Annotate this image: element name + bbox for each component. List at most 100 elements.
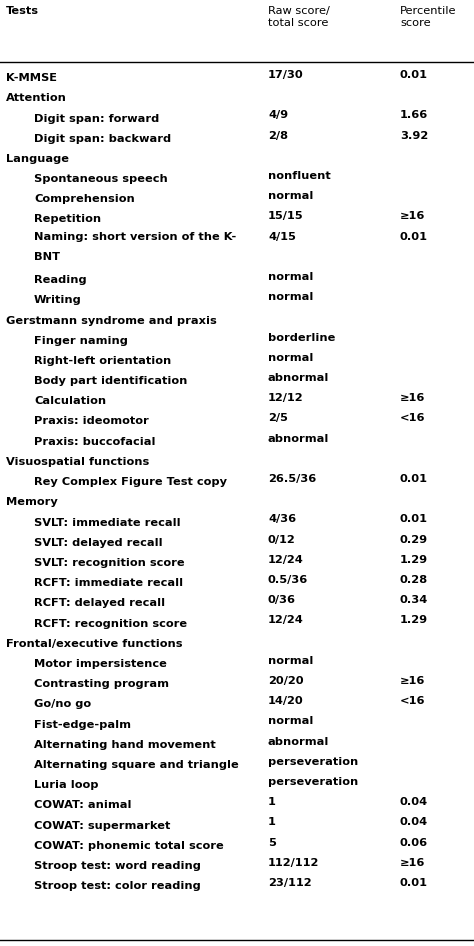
Text: 0.06: 0.06 [400, 837, 428, 848]
Text: Gerstmann syndrome and praxis: Gerstmann syndrome and praxis [6, 316, 217, 325]
Text: 0.28: 0.28 [400, 575, 428, 585]
Text: RCFT: delayed recall: RCFT: delayed recall [34, 598, 165, 608]
Text: 0.34: 0.34 [400, 595, 428, 605]
Text: total score: total score [268, 18, 328, 28]
Text: 5: 5 [268, 837, 276, 848]
Text: Go/no go: Go/no go [34, 699, 91, 710]
Text: normal: normal [268, 292, 313, 303]
Text: COWAT: supermarket: COWAT: supermarket [34, 820, 170, 831]
Text: ≥16: ≥16 [400, 858, 425, 867]
Text: Stroop test: color reading: Stroop test: color reading [34, 881, 201, 891]
Text: 26.5/36: 26.5/36 [268, 474, 316, 484]
Text: 2/8: 2/8 [268, 131, 288, 141]
Text: score: score [400, 18, 430, 28]
Text: 0/36: 0/36 [268, 595, 296, 605]
Text: Alternating square and triangle: Alternating square and triangle [34, 760, 239, 770]
Text: 4/15: 4/15 [268, 232, 296, 241]
Text: Digit span: forward: Digit span: forward [34, 114, 159, 124]
Text: ≥16: ≥16 [400, 394, 425, 403]
Text: Comprehension: Comprehension [34, 194, 135, 204]
Text: normal: normal [268, 353, 313, 363]
Text: 20/20: 20/20 [268, 676, 304, 686]
Text: 0.5/36: 0.5/36 [268, 575, 308, 585]
Text: Rey Complex Figure Test copy: Rey Complex Figure Test copy [34, 477, 227, 487]
Text: Digit span: backward: Digit span: backward [34, 133, 171, 144]
Text: COWAT: animal: COWAT: animal [34, 800, 131, 811]
Text: Repetition: Repetition [34, 215, 101, 224]
Text: Stroop test: word reading: Stroop test: word reading [34, 861, 201, 871]
Text: 112/112: 112/112 [268, 858, 319, 867]
Text: SVLT: delayed recall: SVLT: delayed recall [34, 537, 163, 548]
Text: abnormal: abnormal [268, 737, 329, 746]
Text: Contrasting program: Contrasting program [34, 679, 169, 689]
Text: Frontal/executive functions: Frontal/executive functions [6, 639, 182, 649]
Text: Reading: Reading [34, 275, 87, 285]
Text: Spontaneous speech: Spontaneous speech [34, 174, 168, 184]
Text: Raw score/: Raw score/ [268, 6, 330, 16]
Text: Praxis: ideomotor: Praxis: ideomotor [34, 416, 149, 427]
Text: 1.29: 1.29 [400, 616, 428, 625]
Text: Tests: Tests [6, 6, 39, 16]
Text: 23/112: 23/112 [268, 878, 311, 888]
Text: Body part identification: Body part identification [34, 377, 187, 386]
Text: 0/12: 0/12 [268, 534, 296, 545]
Text: Attention: Attention [6, 94, 67, 103]
Text: 14/20: 14/20 [268, 696, 304, 707]
Text: 3.92: 3.92 [400, 131, 428, 141]
Text: Memory: Memory [6, 498, 58, 507]
Text: normal: normal [268, 272, 313, 282]
Text: Finger naming: Finger naming [34, 336, 128, 345]
Text: K-MMSE: K-MMSE [6, 73, 57, 83]
Text: 1.66: 1.66 [400, 111, 428, 120]
Text: Luria loop: Luria loop [34, 780, 99, 790]
Text: borderline: borderline [268, 333, 336, 342]
Text: 4/36: 4/36 [268, 515, 296, 524]
Text: 0.01: 0.01 [400, 878, 428, 888]
Text: SVLT: immediate recall: SVLT: immediate recall [34, 517, 181, 528]
Text: Visuospatial functions: Visuospatial functions [6, 457, 149, 467]
Text: 0.29: 0.29 [400, 534, 428, 545]
Text: Alternating hand movement: Alternating hand movement [34, 740, 216, 749]
Text: 4/9: 4/9 [268, 111, 288, 120]
Text: Calculation: Calculation [34, 396, 106, 406]
Text: normal: normal [268, 656, 313, 666]
Text: 12/24: 12/24 [268, 555, 304, 565]
Text: normal: normal [268, 716, 313, 727]
Text: Percentile: Percentile [400, 6, 456, 16]
Text: <16: <16 [400, 696, 426, 707]
Text: 0.04: 0.04 [400, 797, 428, 807]
Text: 12/24: 12/24 [268, 616, 304, 625]
Text: COWAT: phonemic total score: COWAT: phonemic total score [34, 841, 224, 850]
Text: <16: <16 [400, 413, 426, 424]
Text: perseveration: perseveration [268, 777, 358, 787]
Text: 2/5: 2/5 [268, 413, 288, 424]
Text: Motor impersistence: Motor impersistence [34, 659, 167, 669]
Text: 0.04: 0.04 [400, 817, 428, 828]
Text: 0.01: 0.01 [400, 474, 428, 484]
Text: Language: Language [6, 154, 69, 164]
Text: 0.01: 0.01 [400, 70, 428, 80]
Text: ≥16: ≥16 [400, 676, 425, 686]
Text: BNT: BNT [34, 252, 60, 262]
Text: 12/12: 12/12 [268, 394, 304, 403]
Text: Writing: Writing [34, 295, 82, 306]
Text: Fist-edge-palm: Fist-edge-palm [34, 720, 131, 729]
Text: RCFT: immediate recall: RCFT: immediate recall [34, 578, 183, 588]
Text: normal: normal [268, 191, 313, 201]
Text: Praxis: buccofacial: Praxis: buccofacial [34, 437, 155, 447]
Text: abnormal: abnormal [268, 433, 329, 444]
Text: perseveration: perseveration [268, 757, 358, 767]
Text: 17/30: 17/30 [268, 70, 304, 80]
Text: SVLT: recognition score: SVLT: recognition score [34, 558, 185, 568]
Text: 0.01: 0.01 [400, 515, 428, 524]
Text: abnormal: abnormal [268, 373, 329, 383]
Text: 1: 1 [268, 797, 276, 807]
Text: nonfluent: nonfluent [268, 171, 331, 181]
Text: 0.01: 0.01 [400, 232, 428, 241]
Text: RCFT: recognition score: RCFT: recognition score [34, 619, 187, 628]
Text: Right-left orientation: Right-left orientation [34, 356, 171, 366]
Text: ≥16: ≥16 [400, 212, 425, 221]
Text: Naming: short version of the K-: Naming: short version of the K- [34, 232, 236, 241]
Text: 1: 1 [268, 817, 276, 828]
Text: 15/15: 15/15 [268, 212, 304, 221]
